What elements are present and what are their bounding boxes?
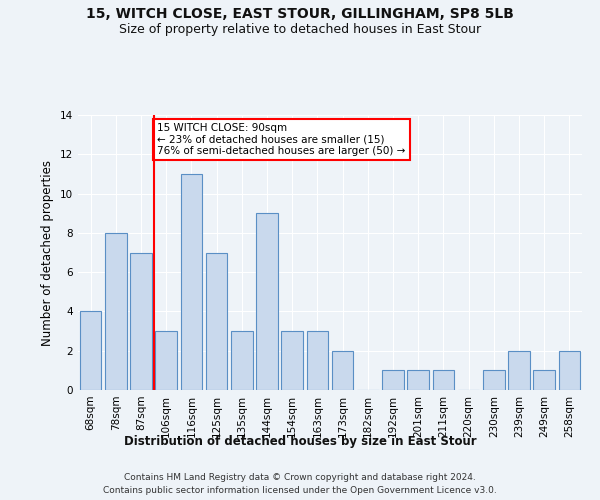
Bar xyxy=(256,213,278,390)
Text: Size of property relative to detached houses in East Stour: Size of property relative to detached ho… xyxy=(119,22,481,36)
Text: Distribution of detached houses by size in East Stour: Distribution of detached houses by size … xyxy=(124,435,476,448)
Text: 15, WITCH CLOSE, EAST STOUR, GILLINGHAM, SP8 5LB: 15, WITCH CLOSE, EAST STOUR, GILLINGHAM,… xyxy=(86,8,514,22)
Bar xyxy=(281,331,303,390)
Bar xyxy=(80,312,101,390)
Bar xyxy=(332,350,353,390)
Bar xyxy=(231,331,253,390)
Bar xyxy=(407,370,429,390)
Text: Contains public sector information licensed under the Open Government Licence v3: Contains public sector information licen… xyxy=(103,486,497,495)
Text: 15 WITCH CLOSE: 90sqm
← 23% of detached houses are smaller (15)
76% of semi-deta: 15 WITCH CLOSE: 90sqm ← 23% of detached … xyxy=(157,123,406,156)
Bar xyxy=(483,370,505,390)
Bar xyxy=(155,331,177,390)
Bar xyxy=(130,252,152,390)
Bar xyxy=(105,233,127,390)
Bar xyxy=(382,370,404,390)
Bar xyxy=(433,370,454,390)
Bar xyxy=(181,174,202,390)
Y-axis label: Number of detached properties: Number of detached properties xyxy=(41,160,55,346)
Bar xyxy=(206,252,227,390)
Bar xyxy=(307,331,328,390)
Text: Contains HM Land Registry data © Crown copyright and database right 2024.: Contains HM Land Registry data © Crown c… xyxy=(124,472,476,482)
Bar xyxy=(508,350,530,390)
Bar xyxy=(559,350,580,390)
Bar xyxy=(533,370,555,390)
